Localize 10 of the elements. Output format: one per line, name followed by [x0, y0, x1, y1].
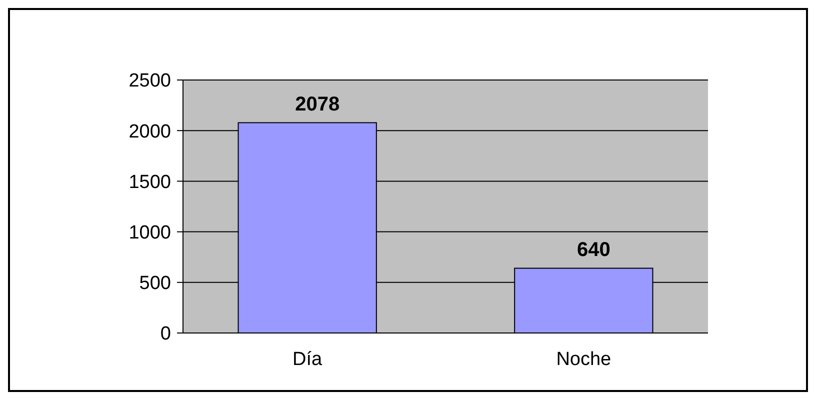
x-tick-label: Noche — [556, 349, 612, 370]
data-label: 2078 — [295, 94, 340, 116]
y-tick-label: 1500 — [128, 172, 171, 193]
y-tick-label: 2500 — [128, 70, 171, 92]
x-tick-label: Día — [292, 349, 323, 370]
y-tick-label: 0 — [160, 324, 171, 345]
y-tick-label: 500 — [139, 273, 171, 294]
data-label: 640 — [576, 239, 610, 262]
y-tick-label: 2000 — [128, 121, 171, 142]
y-tick-label: 1000 — [128, 222, 171, 244]
